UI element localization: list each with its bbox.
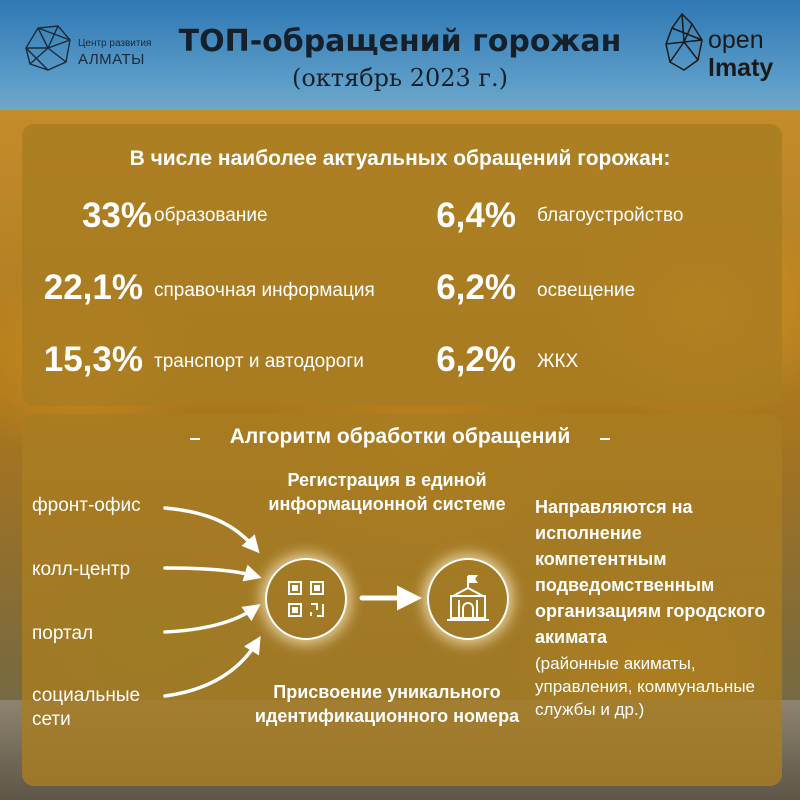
qr-code-icon	[288, 581, 324, 617]
header: Центр развития АЛМАТЫ ТОП-обращений горо…	[0, 0, 800, 110]
channel-portal: портал	[32, 623, 94, 644]
registration-step: Регистрация в единой информационной сист…	[268, 470, 506, 514]
routing-step: Направляются на исполнение компетентным …	[535, 497, 766, 647]
channel-call-center: колл-центр	[32, 559, 131, 580]
stat-label: ЖКХ	[537, 351, 579, 372]
page-title: ТОП-обращений горожан	[178, 24, 622, 59]
stat-label: благоустройство	[537, 205, 684, 226]
stat-percent: 6,2%	[400, 268, 516, 312]
top-requests-panel	[22, 124, 782, 406]
stat-label: справочная информация	[154, 280, 375, 301]
stat-percent-value: 6,2%	[436, 268, 516, 307]
logo-left-line1: Центр развития	[78, 38, 152, 49]
stat-percent-value: 15,3%	[43, 340, 143, 379]
stat-label: транспорт и автодороги	[154, 351, 364, 372]
akimat-building-icon	[447, 575, 489, 621]
stat-percent-value: 6,4%	[436, 196, 516, 235]
logo-left-line2: АЛМАТЫ	[78, 51, 145, 68]
logo-right-line1: open	[708, 26, 764, 54]
stat-percent: 15,3%	[30, 340, 143, 384]
almaty-development-center-logo: Центр развития АЛМАТЫ	[18, 18, 158, 78]
divider-line	[600, 438, 610, 440]
stat-percent-value: 33%	[81, 196, 152, 235]
qr-code-step	[265, 558, 347, 640]
stat-label: освещение	[537, 280, 636, 301]
akimat-step	[427, 558, 509, 640]
open-almaty-logo: open lmaty	[658, 10, 788, 90]
stats-heading: В числе наиболее актуальных обращений го…	[129, 147, 671, 170]
algorithm-heading: Алгоритм обработки обращений	[229, 425, 571, 448]
divider-line	[190, 438, 200, 440]
polygon-leopard-icon	[25, 25, 71, 71]
routing-note: (районные акиматы, управления, коммуналь…	[535, 654, 755, 719]
logo-right-line2: lmaty	[708, 54, 774, 82]
assignment-step: Присвоение уникального идентификационног…	[254, 682, 520, 726]
channel-social-networks: социальные сети	[32, 685, 141, 730]
polygon-leopard-icon	[665, 12, 703, 71]
stat-percent-value: 22,1%	[43, 268, 143, 307]
stat-percent-value: 6,2%	[436, 340, 516, 379]
channel-front-office: фронт-офис	[32, 495, 141, 516]
stat-percent: 33%	[40, 196, 152, 240]
stat-percent: 22,1%	[30, 268, 143, 312]
stat-percent: 6,4%	[400, 196, 516, 240]
stat-percent: 6,2%	[400, 340, 516, 384]
stat-label: образование	[154, 205, 268, 226]
page-subtitle: (октябрь 2023 г.)	[291, 64, 508, 92]
